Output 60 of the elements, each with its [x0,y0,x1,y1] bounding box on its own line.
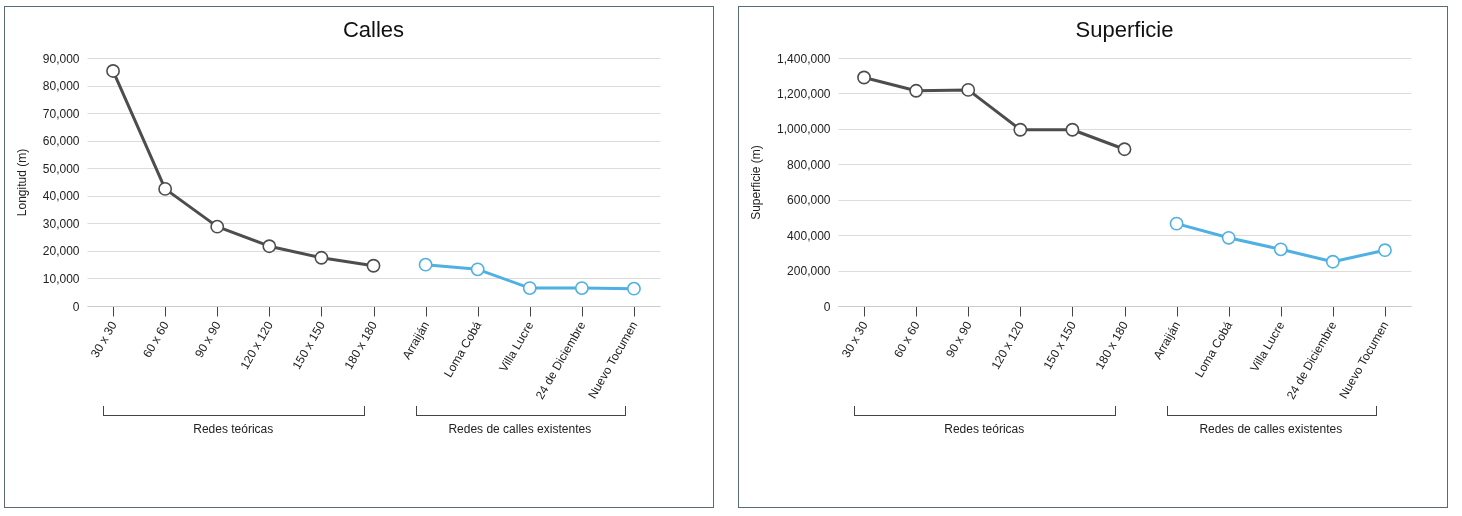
x-tick-label: 90 x 90 [191,318,224,361]
point [857,70,871,85]
y-tick-label: 1,000,000 [777,122,831,137]
text: Redes teóricas [193,422,274,436]
text: Redes de calles existentes [1199,422,1343,436]
x-tick-label: 60 x 60 [139,318,172,361]
y-tick-label: 40,000 [42,189,80,204]
point [210,219,225,234]
y-tick-label: 200,000 [787,264,831,279]
point [1273,242,1288,257]
x-tick-label: 150 x 150 [1040,318,1080,372]
text: Redes teóricas [944,422,1025,436]
y-tick-label: 30,000 [42,216,80,231]
point [961,82,976,97]
x-tick-label: 90 x 90 [942,318,975,361]
x-tick-label: 180 x 180 [341,318,381,372]
y-axis-title: Longitud (m) [14,148,29,217]
x-tick-label: 120 x 120 [237,318,277,372]
y-tick-label: 60,000 [42,134,80,149]
chart-title: Superficie [1075,17,1174,42]
y-tick-label: 90,000 [42,51,80,66]
x-tick-label: 120 x 120 [988,318,1028,372]
y-tick-label: 1,400,000 [777,51,831,66]
point [1169,216,1184,231]
point [158,181,173,196]
y-tick-label: 0 [823,299,831,314]
y-tick-label: 1,200,000 [777,86,831,101]
point [1065,122,1080,137]
y-tick-label: 20,000 [42,244,80,259]
y-tick-label: 800,000 [787,157,831,172]
y-tick-label: 70,000 [42,106,80,121]
point [1378,243,1392,258]
point [1221,230,1236,245]
point [106,64,120,78]
point [627,281,641,296]
point [366,258,381,273]
point [470,262,485,277]
text: Redes de calles existentes [448,422,592,436]
y-tick-label: 0 [72,299,80,314]
y-tick-label: 600,000 [787,193,831,208]
x-tick-label: 30 x 30 [838,318,871,361]
point [574,281,589,295]
point [909,83,924,98]
chart-title: Calles [342,17,405,42]
point [262,239,277,254]
point [1325,254,1340,269]
point [522,281,537,295]
point [1013,122,1028,137]
y-axis-title: Superficie (m) [749,145,764,220]
y-tick-label: 400,000 [787,228,831,243]
x-tick-label: 30 x 30 [87,318,120,361]
x-tick-label: 60 x 60 [890,318,923,361]
y-tick-label: 50,000 [42,161,80,176]
x-tick-label: 180 x 180 [1092,318,1132,372]
point [1117,142,1132,157]
point [418,257,433,272]
point [314,250,329,265]
x-tick-label: 150 x 150 [289,318,329,372]
y-tick-label: 80,000 [42,79,80,94]
y-tick-label: 10,000 [42,271,80,286]
